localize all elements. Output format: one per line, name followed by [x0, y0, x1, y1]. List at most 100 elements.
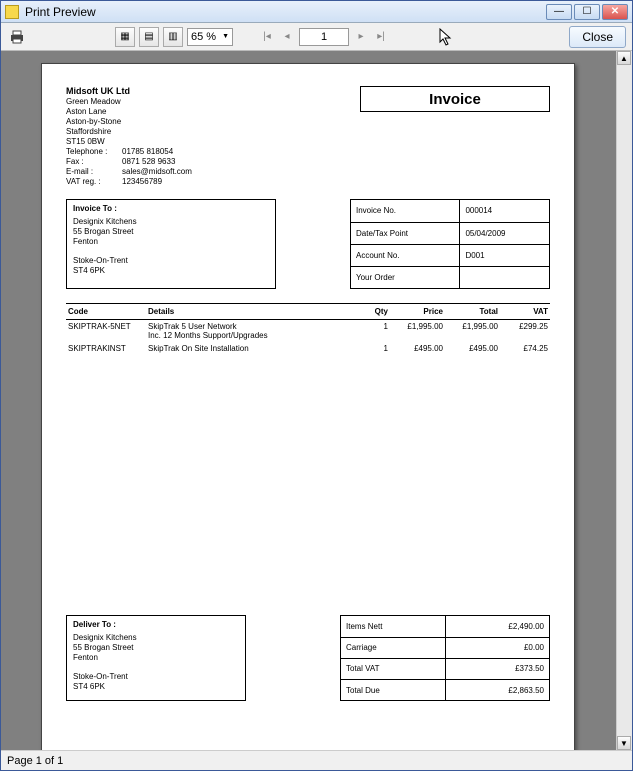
invoice-title: Invoice — [360, 86, 550, 112]
prev-page-icon[interactable]: ◂ — [279, 29, 295, 45]
scroll-down-icon[interactable]: ▼ — [617, 736, 631, 750]
cell-total: £1,995.00 — [445, 320, 500, 343]
table-row: Invoice No.000014 — [351, 200, 550, 222]
table-row: Total Due£2,863.50 — [341, 680, 550, 701]
next-page-icon[interactable]: ▸ — [353, 29, 369, 45]
window-close-button[interactable]: ✕ — [602, 4, 628, 20]
cell-qty: 1 — [360, 342, 390, 355]
cell-code: SKIPTRAK-5NET — [66, 320, 146, 343]
cell-qty: 1 — [360, 320, 390, 343]
deliver-to-hdr: Deliver To : — [73, 620, 239, 630]
first-page-icon[interactable]: |◂ — [259, 29, 275, 45]
deliver-to-box: Deliver To : Designix Kitchens 55 Brogan… — [66, 615, 246, 701]
view-mode-1-icon[interactable]: ▦ — [115, 27, 135, 47]
vat-value: 123456789 — [122, 177, 162, 187]
meta-label: Your Order — [351, 267, 460, 289]
email-label: E-mail : — [66, 167, 114, 177]
meta-value — [460, 267, 550, 289]
invoice-to-line: ST4 6PK — [73, 266, 269, 276]
total-value: £2,863.50 — [446, 680, 550, 701]
page-number-input[interactable] — [299, 28, 349, 46]
last-page-icon[interactable]: ▸| — [373, 29, 389, 45]
preview-area: Midsoft UK Ltd Green Meadow Aston Lane A… — [1, 51, 632, 750]
view-mode-2-icon[interactable]: ▤ — [139, 27, 159, 47]
col-vat: VAT — [500, 304, 550, 320]
cell-price: £495.00 — [390, 342, 445, 355]
titlebar[interactable]: Print Preview — ☐ ✕ — [1, 1, 632, 23]
invoice-to-line: Stoke-On-Trent — [73, 256, 269, 266]
table-header-row: Code Details Qty Price Total VAT — [66, 304, 550, 320]
items-table: Code Details Qty Price Total VAT SKIPTRA… — [66, 303, 550, 355]
statusbar: Page 1 of 1 — [1, 750, 632, 770]
table-row: Account No.D001 — [351, 244, 550, 266]
deliver-to-line: Fenton — [73, 653, 239, 663]
fax-value: 0871 528 9633 — [122, 157, 175, 167]
window-controls: — ☐ ✕ — [546, 4, 628, 20]
deliver-to-line: Designix Kitchens — [73, 633, 239, 643]
table-row: Total VAT£373.50 — [341, 658, 550, 679]
maximize-button[interactable]: ☐ — [574, 4, 600, 20]
vat-label: VAT reg. : — [66, 177, 114, 187]
toolbar: ▦ ▤ ▥ 65 %▼ |◂ ◂ ▸ ▸| Close — [1, 23, 632, 51]
window-title: Print Preview — [25, 5, 546, 19]
vertical-scrollbar[interactable]: ▲ ▼ — [616, 51, 632, 750]
total-value: £2,490.00 — [446, 616, 550, 637]
close-button[interactable]: Close — [569, 26, 626, 48]
invoice-to-line: 55 Brogan Street — [73, 227, 269, 237]
zoom-select[interactable]: 65 %▼ — [187, 28, 233, 46]
table-row: Items Nett£2,490.00 — [341, 616, 550, 637]
view-mode-3-icon[interactable]: ▥ — [163, 27, 183, 47]
col-price: Price — [390, 304, 445, 320]
total-label: Carriage — [341, 637, 446, 658]
zoom-value: 65 % — [191, 31, 216, 43]
table-row: Date/Tax Point05/04/2009 — [351, 222, 550, 244]
meta-value: 05/04/2009 — [460, 222, 550, 244]
company-addr3: Aston-by-Stone — [66, 117, 192, 127]
invoice-to-line: Designix Kitchens — [73, 217, 269, 227]
col-code: Code — [66, 304, 146, 320]
company-addr1: Green Meadow — [66, 97, 192, 107]
meta-value: 000014 — [460, 200, 550, 222]
company-addr2: Aston Lane — [66, 107, 192, 117]
total-label: Total VAT — [341, 658, 446, 679]
table-row: Carriage£0.00 — [341, 637, 550, 658]
total-label: Items Nett — [341, 616, 446, 637]
total-value: £0.00 — [446, 637, 550, 658]
company-name: Midsoft UK Ltd — [66, 86, 192, 97]
meta-value: D001 — [460, 244, 550, 266]
deliver-to-line: ST4 6PK — [73, 682, 239, 692]
cell-details: SkipTrak 5 User NetworkInc. 12 Months Su… — [146, 320, 360, 343]
company-postcode: ST15 0BW — [66, 137, 192, 147]
invoice-to-box: Invoice To : Designix Kitchens 55 Brogan… — [66, 199, 276, 289]
col-qty: Qty — [360, 304, 390, 320]
table-row: SKIPTRAKINST SkipTrak On Site Installati… — [66, 342, 550, 355]
status-text: Page 1 of 1 — [7, 755, 63, 767]
print-icon[interactable] — [7, 27, 27, 47]
totals-table: Items Nett£2,490.00 Carriage£0.00 Total … — [340, 615, 550, 701]
fax-label: Fax : — [66, 157, 114, 167]
deliver-to-line: Stoke-On-Trent — [73, 672, 239, 682]
tel-value: 01785 818054 — [122, 147, 173, 157]
col-total: Total — [445, 304, 500, 320]
tel-label: Telephone : — [66, 147, 114, 157]
print-preview-window: Print Preview — ☐ ✕ ▦ ▤ ▥ 65 %▼ |◂ ◂ ▸ ▸… — [0, 0, 633, 771]
cell-details: SkipTrak On Site Installation — [146, 342, 360, 355]
col-details: Details — [146, 304, 360, 320]
meta-label: Date/Tax Point — [351, 222, 460, 244]
scroll-up-icon[interactable]: ▲ — [617, 51, 631, 65]
minimize-button[interactable]: — — [546, 4, 572, 20]
total-value: £373.50 — [446, 658, 550, 679]
cell-vat: £74.25 — [500, 342, 550, 355]
invoice-page: Midsoft UK Ltd Green Meadow Aston Lane A… — [41, 63, 575, 750]
meta-label: Invoice No. — [351, 200, 460, 222]
meta-label: Account No. — [351, 244, 460, 266]
total-label: Total Due — [341, 680, 446, 701]
invoice-to-hdr: Invoice To : — [73, 204, 269, 214]
cell-total: £495.00 — [445, 342, 500, 355]
table-row: Your Order — [351, 267, 550, 289]
cell-price: £1,995.00 — [390, 320, 445, 343]
meta-table: Invoice No.000014 Date/Tax Point05/04/20… — [350, 199, 550, 289]
deliver-to-line: 55 Brogan Street — [73, 643, 239, 653]
invoice-to-line: Fenton — [73, 237, 269, 247]
cell-vat: £299.25 — [500, 320, 550, 343]
